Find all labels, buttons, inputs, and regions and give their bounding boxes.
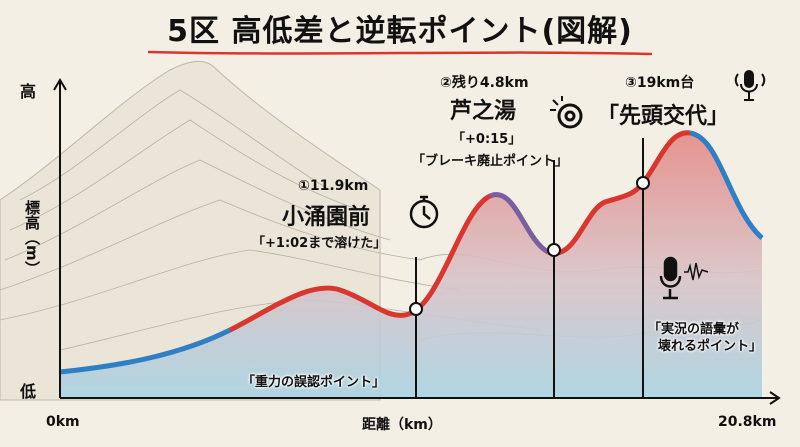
point-1-marker: ①11.9km (298, 178, 369, 194)
elevation-line (227, 193, 493, 333)
y-axis-high-label: 高 (20, 82, 37, 101)
elevation-line-climb (547, 130, 691, 256)
stopwatch-icon (409, 195, 439, 229)
elevation-line-final-descent (689, 130, 764, 240)
point-3-marker: ③19km台 (625, 75, 695, 91)
point-3-place: 「先頭交代」 (597, 104, 730, 129)
x-axis-label: 距離（km） (362, 417, 442, 433)
elevation-area (60, 132, 762, 398)
point-2-marker: ②残り4.8km (440, 75, 529, 91)
point-1-place: 小涌園前 (282, 205, 371, 230)
x-axis-end-label: 20.8km (718, 414, 777, 430)
marker-point-3 (636, 176, 650, 190)
point-2-note: 「+0:15」 (452, 132, 522, 147)
point-1-caption: 「重力の誤認ポイント」 (242, 375, 386, 390)
point-3-caption-line2: 壊れるポイント」 (658, 339, 763, 354)
title-underline (147, 50, 653, 56)
point-2-note2: 「ブレーキ廃止ポイント」 (412, 154, 569, 169)
brake-icon (550, 96, 583, 129)
point-1-note: 「+1:02まで溶けた」 (252, 236, 387, 251)
elevation-line-flat (59, 327, 232, 375)
y-axis-low-label: 低 (20, 382, 37, 401)
elevation-line-descent (488, 192, 550, 255)
x-axis-start-label: 0km (46, 414, 80, 430)
marker-point-1 (409, 302, 423, 316)
y-axis-label: 標高（m） (23, 200, 41, 276)
microphone-wave-icon (659, 256, 709, 300)
microphone-broadcast-icon (734, 70, 766, 101)
marker-point-2 (547, 243, 561, 257)
point-2-place: 芦之湯 (450, 99, 517, 124)
point-3-caption-line1: 「実況の語彙が (648, 322, 740, 337)
page-title: 5区 高低差と逆転ポイント(図解) (167, 14, 633, 49)
